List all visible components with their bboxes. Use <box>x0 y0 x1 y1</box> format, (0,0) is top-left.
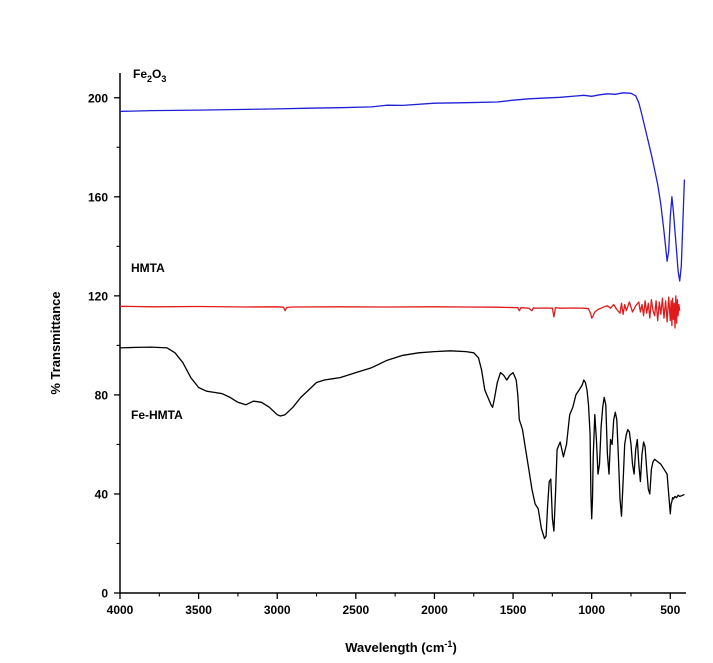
x-tick-label: 3500 <box>185 603 212 617</box>
y-tick-label: 0 <box>101 587 108 601</box>
x-tick-label: 2000 <box>421 603 448 617</box>
x-tick-label: 3000 <box>264 603 291 617</box>
series-line-hmta <box>119 295 681 329</box>
y-axis-title: % Transmittance <box>48 291 63 394</box>
x-axis-title: Wavelength (cm-1) <box>345 639 457 655</box>
series-line-fe2o3 <box>119 92 686 282</box>
x-axis-title-sup: -1 <box>444 639 452 649</box>
axes: 4000 3500 3000 2500 2000 1500 1000 500 0 40 80 120 1… <box>88 73 686 617</box>
y-tick-label: 120 <box>88 289 108 303</box>
series-line-fe-hmta <box>119 346 685 540</box>
label-fe2o3: Fe2O3 <box>133 67 166 84</box>
series-layer <box>119 92 686 540</box>
y-tick-label: 40 <box>95 487 109 501</box>
y-tick-label: 200 <box>88 91 108 105</box>
x-tick-label: 1000 <box>578 603 605 617</box>
x-tick-label: 4000 <box>107 603 134 617</box>
x-tick-label: 500 <box>660 603 680 617</box>
y-tick-label: 160 <box>88 190 108 204</box>
x-axis-title-suffix: ) <box>452 640 456 655</box>
label-hmta: HMTA <box>131 261 165 275</box>
label-fe2o3-o: O <box>152 67 161 81</box>
x-tick-label: 1500 <box>500 603 527 617</box>
label-fe2o3-sub1: 2 <box>147 74 152 84</box>
x-tick-label: 2500 <box>342 603 369 617</box>
label-fe2o3-fe: Fe <box>133 67 147 81</box>
label-fe-hmta: Fe-HMTA <box>131 408 183 422</box>
x-axis-title-main: Wavelength (cm <box>345 640 444 655</box>
y-tick-label: 80 <box>95 388 109 402</box>
label-fe2o3-sub2: 3 <box>161 74 166 84</box>
